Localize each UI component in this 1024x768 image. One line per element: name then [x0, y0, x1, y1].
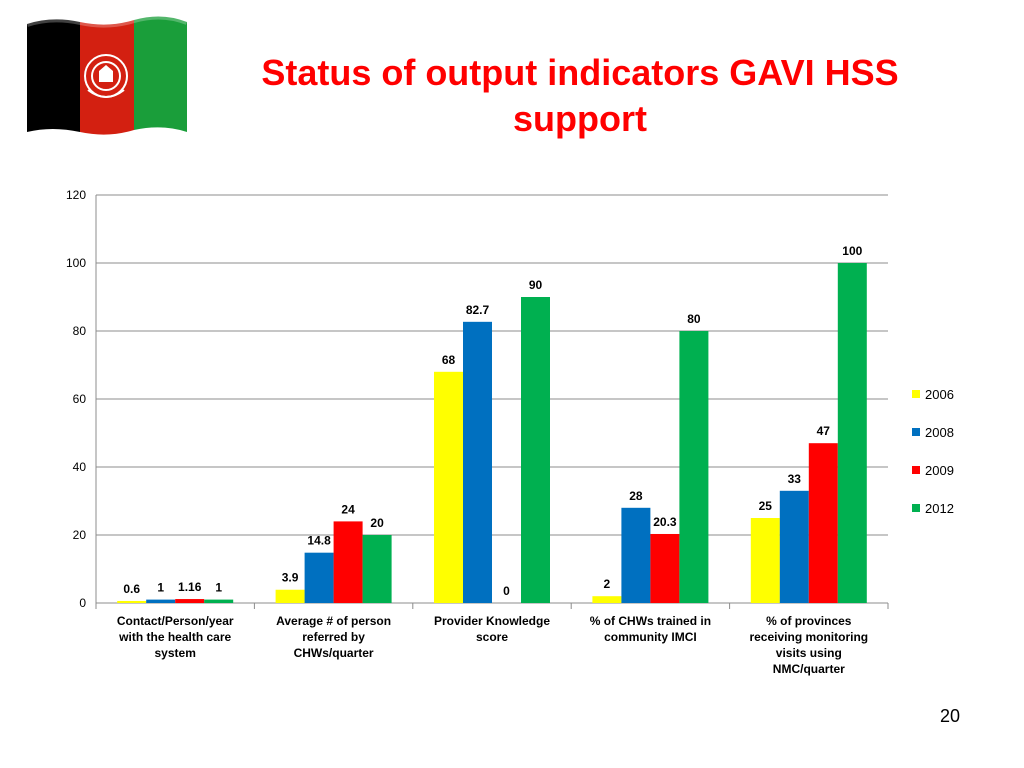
- bar: [117, 600, 147, 603]
- bar: [592, 596, 622, 603]
- y-tick-label: 0: [79, 596, 86, 610]
- category-label-line: % of provinces: [766, 614, 852, 628]
- data-label: 80: [687, 312, 701, 326]
- category-label-line: community IMCI: [604, 630, 697, 644]
- category-label: % of provinces receiving monitoring visits…: [749, 614, 868, 676]
- bar: [779, 490, 809, 603]
- data-label: 2: [604, 577, 611, 591]
- data-label: 33: [788, 472, 802, 486]
- bar: [521, 297, 550, 603]
- category-label-line: Provider Knowledge: [434, 614, 550, 628]
- data-label: 20: [370, 516, 384, 530]
- data-label: 0.6: [123, 582, 140, 596]
- legend-swatch: [912, 504, 920, 512]
- y-tick-label: 80: [73, 324, 87, 338]
- slide-title: Status of output indicators GAVI HSS sup…: [210, 50, 950, 142]
- bar: [204, 599, 234, 603]
- legend-swatch: [912, 390, 920, 398]
- data-label: 1.16: [178, 580, 202, 594]
- bar: [304, 552, 334, 603]
- afghanistan-emblem-icon: [84, 54, 128, 98]
- legend-label: 2008: [925, 425, 954, 440]
- data-label: 1: [215, 581, 222, 595]
- afghanistan-flag: [26, 14, 189, 135]
- legend-label: 2012: [925, 501, 954, 516]
- category-label-line: receiving monitoring: [749, 630, 868, 644]
- y-tick-label: 40: [73, 460, 87, 474]
- y-tick-label: 60: [73, 392, 87, 406]
- data-label: 47: [817, 424, 831, 438]
- bar: [463, 321, 492, 603]
- category-label-line: referred by: [302, 630, 365, 644]
- data-label: 25: [759, 499, 773, 513]
- legend-swatch: [912, 466, 920, 474]
- legend-swatch: [912, 428, 920, 436]
- y-tick-label: 120: [66, 188, 86, 202]
- bar: [333, 521, 363, 603]
- category-label: Average # of person referred by CHWs/quart…: [276, 614, 391, 660]
- slide-title-line: Status of output indicators GAVI HSS: [261, 52, 899, 93]
- data-label: 0: [503, 584, 510, 598]
- data-label: 28: [629, 489, 643, 503]
- bar: [837, 263, 867, 603]
- legend-label: 2009: [925, 463, 954, 478]
- data-label: 14.8: [307, 534, 331, 548]
- data-label: 90: [529, 278, 543, 292]
- bar: [434, 371, 463, 603]
- category-label-line: system: [155, 646, 196, 660]
- data-label: 100: [842, 244, 862, 258]
- category-label-line: CHWs/quarter: [294, 646, 374, 660]
- category-label: Contact/Person/year with the health care s…: [117, 614, 234, 660]
- data-label: 24: [341, 502, 355, 516]
- category-label-line: % of CHWs trained in: [590, 614, 711, 628]
- data-label: 82.7: [466, 303, 490, 317]
- category-label: Provider Knowledge score: [434, 614, 550, 644]
- bar: [750, 518, 780, 603]
- data-label: 20.3: [653, 515, 677, 529]
- y-tick-label: 100: [66, 256, 86, 270]
- bar: [275, 589, 305, 603]
- bar: [621, 507, 651, 603]
- flag-stripe-black: [27, 19, 80, 132]
- category-label-line: Contact/Person/year: [117, 614, 234, 628]
- bar: [146, 599, 176, 603]
- category-label-line: visits using: [776, 646, 842, 660]
- data-label: 3.9: [282, 571, 299, 585]
- bar: [650, 533, 680, 603]
- category-label-line: Average # of person: [276, 614, 391, 628]
- category-label: % of CHWs trained in community IMCI: [590, 614, 711, 644]
- category-label-line: NMC/quarter: [773, 662, 845, 676]
- bar: [362, 535, 392, 603]
- bar: [175, 599, 205, 603]
- data-label: 68: [442, 353, 456, 367]
- page-number: 20: [939, 706, 961, 726]
- y-tick-label: 20: [73, 528, 87, 542]
- category-label-line: with the health care: [118, 630, 231, 644]
- bar: [679, 331, 709, 603]
- flag-stripe-green: [134, 16, 187, 133]
- slide-title-line: support: [513, 98, 647, 139]
- category-label-line: score: [476, 630, 508, 644]
- data-label: 1: [157, 581, 164, 595]
- legend-label: 2006: [925, 387, 954, 402]
- bar: [808, 443, 838, 603]
